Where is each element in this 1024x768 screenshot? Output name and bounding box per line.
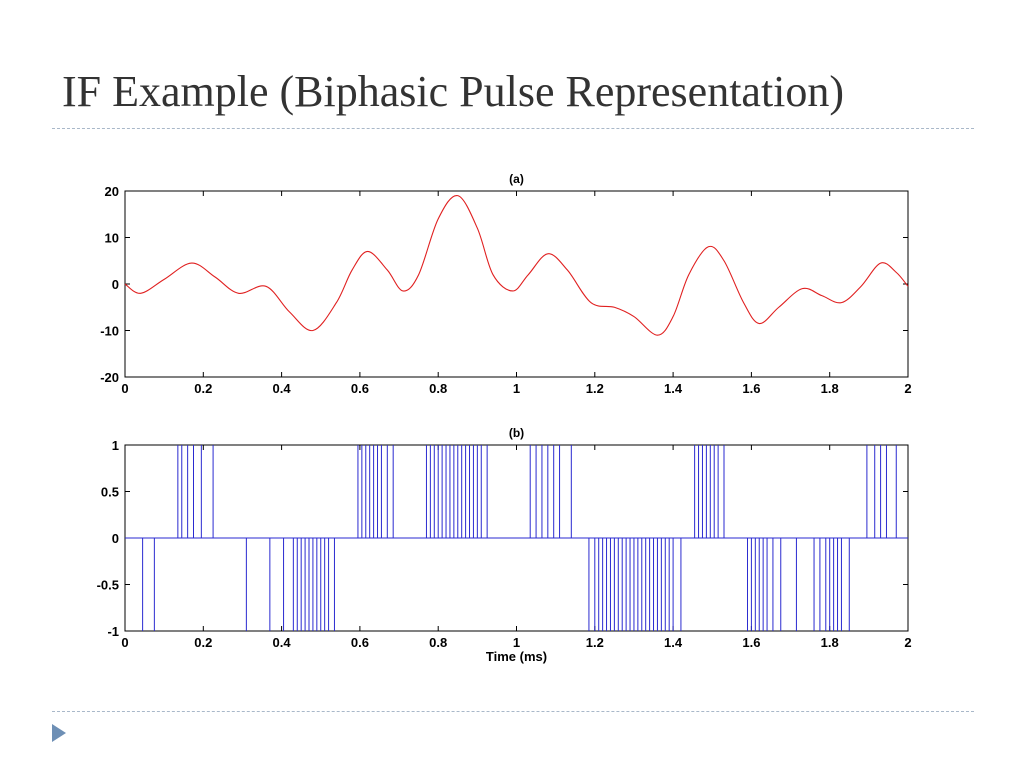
next-slide-arrow-icon[interactable] <box>52 724 66 742</box>
x-tick-label: 0.4 <box>273 381 292 396</box>
x-tick-label: 0.2 <box>194 381 212 396</box>
y-tick-label: 0 <box>112 531 119 546</box>
x-tick-label: 0.2 <box>194 635 212 650</box>
x-tick-label: 1.4 <box>664 381 683 396</box>
x-tick-label: 1.8 <box>821 381 839 396</box>
x-tick-label: 1.2 <box>586 635 604 650</box>
panel-title: (a) <box>509 172 524 186</box>
x-tick-label: 0.8 <box>429 381 447 396</box>
y-tick-label: -10 <box>100 324 119 339</box>
title-divider <box>52 128 974 129</box>
x-tick-label: 2 <box>904 381 911 396</box>
x-tick-label: 1.2 <box>586 381 604 396</box>
footer-divider <box>52 711 974 712</box>
y-tick-label: -1 <box>107 624 119 639</box>
x-tick-label: 1.6 <box>742 635 760 650</box>
y-tick-label: 10 <box>105 231 119 246</box>
slide-title: IF Example (Biphasic Pulse Representatio… <box>62 67 845 116</box>
x-tick-label: 1 <box>513 381 520 396</box>
y-tick-label: 1 <box>112 438 119 453</box>
x-tick-label: 0.4 <box>273 635 292 650</box>
x-tick-label: 0.8 <box>429 635 447 650</box>
x-tick-label: 0.6 <box>351 635 369 650</box>
x-tick-label: 1 <box>513 635 520 650</box>
x-axis-label: Time (ms) <box>486 649 547 664</box>
y-tick-label: 20 <box>105 184 119 199</box>
x-tick-label: 0 <box>121 635 128 650</box>
panel-title: (b) <box>509 426 524 440</box>
y-tick-label: -20 <box>100 370 119 385</box>
x-tick-label: 0 <box>121 381 128 396</box>
x-tick-label: 2 <box>904 635 911 650</box>
x-tick-label: 1.6 <box>742 381 760 396</box>
y-tick-label: -0.5 <box>97 578 119 593</box>
signal-line <box>124 195 909 336</box>
y-tick-label: 0.5 <box>101 485 119 500</box>
x-tick-label: 1.8 <box>821 635 839 650</box>
x-tick-label: 1.4 <box>664 635 683 650</box>
y-tick-label: 0 <box>112 277 119 292</box>
x-tick-label: 0.6 <box>351 381 369 396</box>
